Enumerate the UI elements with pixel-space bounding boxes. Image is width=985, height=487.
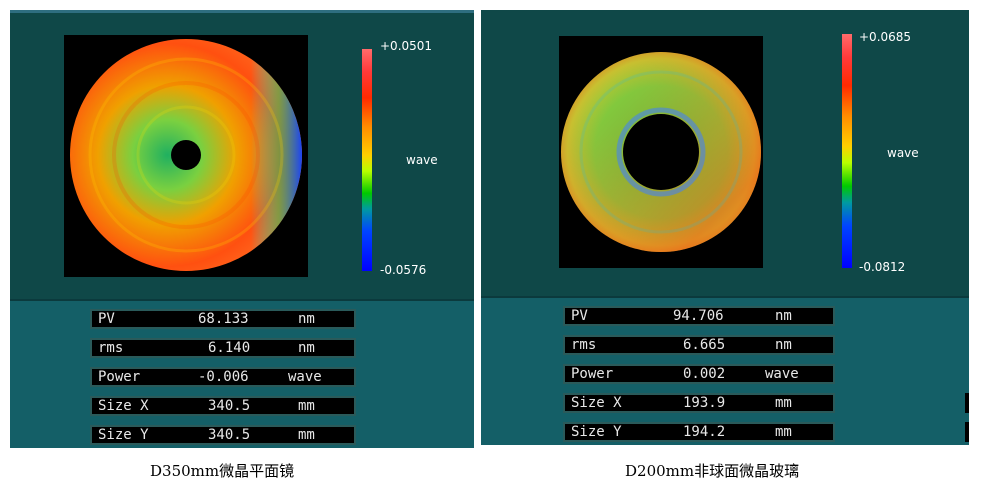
right-row-power-value: 0.002 bbox=[683, 366, 726, 382]
right-row-size-x: Size X 193.9 mm bbox=[563, 393, 835, 413]
left-center-hole bbox=[171, 140, 201, 170]
left-row-power-label: Power bbox=[98, 369, 141, 385]
right-edge-stub-2 bbox=[965, 422, 969, 442]
right-row-rms-label: rms bbox=[571, 337, 597, 353]
left-map-area: +0.0501 wave -0.0576 bbox=[10, 13, 474, 299]
left-row-size-x-value: 340.5 bbox=[208, 398, 251, 414]
left-caption: D350mm微晶平面镜 bbox=[150, 462, 295, 480]
left-row-size-y-value: 340.5 bbox=[208, 427, 251, 443]
right-row-pv-value: 94.706 bbox=[673, 308, 724, 324]
left-row-rms: rms 6.140 nm bbox=[90, 338, 356, 358]
right-row-rms-value: 6.665 bbox=[683, 337, 726, 353]
right-map-area: +0.0685 wave -0.0812 bbox=[481, 10, 969, 296]
right-row-power-unit: wave bbox=[765, 366, 799, 382]
left-row-size-x-unit: mm bbox=[298, 398, 315, 414]
right-colorbar-max: +0.0685 bbox=[859, 30, 912, 44]
right-row-pv: PV 94.706 nm bbox=[563, 306, 835, 326]
right-center-hole bbox=[623, 114, 699, 190]
left-row-rms-value: 6.140 bbox=[208, 340, 251, 356]
left-colorbar-min: -0.0576 bbox=[380, 263, 427, 277]
left-row-pv-label: PV bbox=[98, 311, 115, 327]
left-row-power-unit: wave bbox=[288, 369, 322, 385]
left-measurement-panel: +0.0501 wave -0.0576 PV 68.133 nm rms 6.… bbox=[10, 10, 474, 448]
right-row-rms: rms 6.665 nm bbox=[563, 335, 835, 355]
right-measurement-panel: +0.0685 wave -0.0812 PV 94.706 nm rms 6.… bbox=[481, 10, 969, 445]
left-row-size-y-unit: mm bbox=[298, 427, 315, 443]
right-colorbar-min: -0.0812 bbox=[859, 260, 906, 274]
right-row-rms-unit: nm bbox=[775, 337, 792, 353]
left-row-size-x-label: Size X bbox=[98, 398, 149, 414]
left-surface-map-svg bbox=[70, 39, 302, 271]
right-row-size-y-value: 194.2 bbox=[683, 424, 726, 440]
left-row-size-y: Size Y 340.5 mm bbox=[90, 425, 356, 445]
right-row-size-y: Size Y 194.2 mm bbox=[563, 422, 835, 442]
left-row-pv-value: 68.133 bbox=[198, 311, 249, 327]
right-row-size-y-label: Size Y bbox=[571, 424, 622, 440]
right-row-pv-unit: nm bbox=[775, 308, 792, 324]
right-row-size-x-value: 193.9 bbox=[683, 395, 726, 411]
right-caption: D200mm非球面微晶玻璃 bbox=[625, 462, 800, 480]
left-colorbar-unit: wave bbox=[406, 153, 438, 167]
left-row-power: Power -0.006 wave bbox=[90, 367, 356, 387]
left-colorbar-max: +0.0501 bbox=[380, 39, 433, 53]
left-row-pv-unit: nm bbox=[298, 311, 315, 327]
left-colorbar bbox=[362, 49, 372, 271]
left-surface-map bbox=[64, 35, 308, 277]
right-colorbar-unit: wave bbox=[887, 146, 919, 160]
left-row-size-x: Size X 340.5 mm bbox=[90, 396, 356, 416]
left-row-size-y-label: Size Y bbox=[98, 427, 149, 443]
left-row-rms-unit: nm bbox=[298, 340, 315, 356]
right-row-size-x-unit: mm bbox=[775, 395, 792, 411]
right-surface-map-svg bbox=[561, 52, 761, 252]
right-edge-stub-1 bbox=[965, 393, 969, 413]
right-row-size-x-label: Size X bbox=[571, 395, 622, 411]
right-row-power-label: Power bbox=[571, 366, 614, 382]
right-row-power: Power 0.002 wave bbox=[563, 364, 835, 384]
right-row-pv-label: PV bbox=[571, 308, 588, 324]
right-row-size-y-unit: mm bbox=[775, 424, 792, 440]
left-row-pv: PV 68.133 nm bbox=[90, 309, 356, 329]
left-stats-area: PV 68.133 nm rms 6.140 nm Power -0.006 w… bbox=[10, 299, 474, 448]
right-colorbar bbox=[842, 34, 852, 268]
left-row-power-value: -0.006 bbox=[198, 369, 249, 385]
left-row-rms-label: rms bbox=[98, 340, 124, 356]
right-surface-map bbox=[559, 36, 763, 268]
right-stats-area: PV 94.706 nm rms 6.665 nm Power 0.002 wa… bbox=[481, 296, 969, 445]
